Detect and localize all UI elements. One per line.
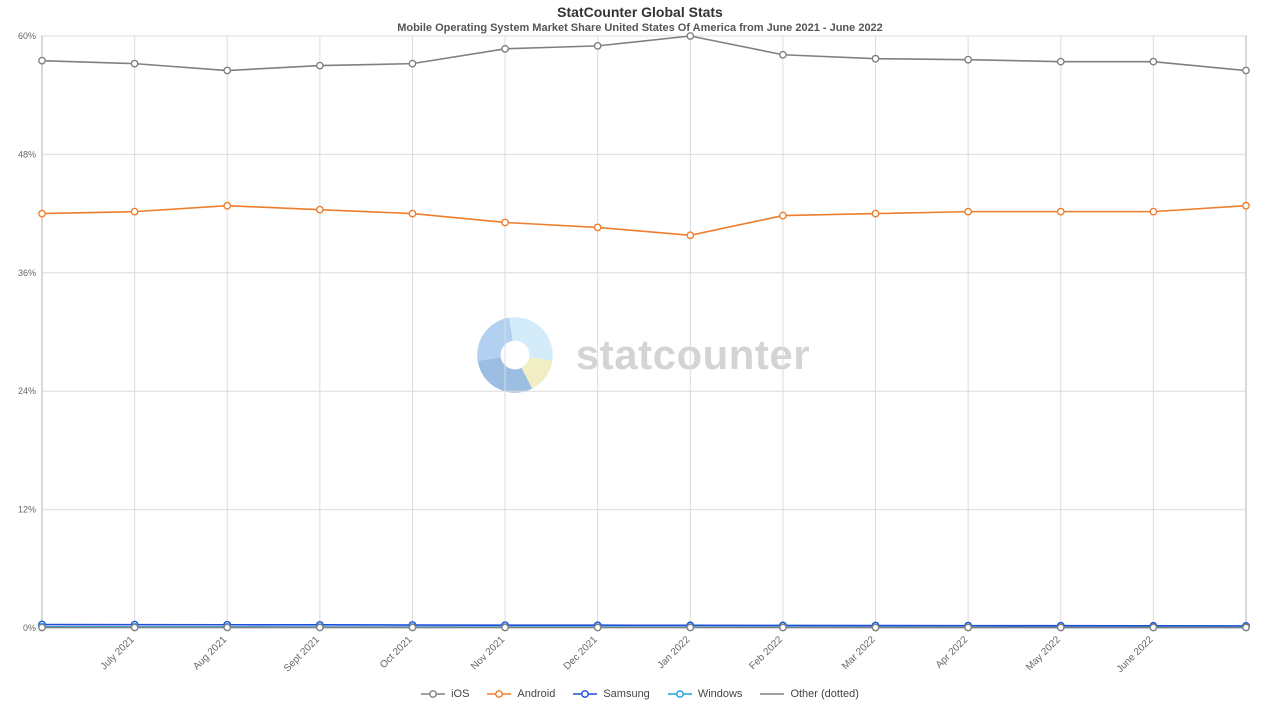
x-axis-label: June 2022: [1115, 634, 1156, 675]
data-point: [780, 212, 786, 218]
data-point: [1150, 58, 1156, 64]
y-axis-label: 36%: [18, 268, 36, 278]
data-point: [1150, 624, 1156, 630]
series-line: [42, 36, 1246, 71]
data-point: [409, 60, 415, 66]
y-axis-label: 60%: [18, 31, 36, 41]
data-point: [131, 624, 137, 630]
data-point: [594, 624, 600, 630]
data-point: [687, 624, 693, 630]
data-point: [131, 60, 137, 66]
legend-swatch-icon: [573, 688, 597, 700]
data-point: [872, 210, 878, 216]
data-point: [39, 210, 45, 216]
line-chart: 0% 12% 24% 36% 48% 60% July 2021 Aug 2021 Sept 2…: [0, 0, 1280, 720]
legend-label: Other (dotted): [790, 688, 858, 700]
x-axis-label: Aug 2021: [191, 634, 229, 672]
data-point: [502, 219, 508, 225]
data-point: [687, 33, 693, 39]
legend-swatch-icon: [668, 688, 692, 700]
x-axis-label: Nov 2021: [469, 634, 507, 672]
x-axis-label: May 2022: [1024, 634, 1063, 673]
x-axis-label: Apr 2022: [934, 634, 971, 671]
x-axis-label: Feb 2022: [747, 634, 785, 672]
data-point: [317, 624, 323, 630]
x-axis-label: July 2021: [99, 634, 137, 672]
data-point: [872, 624, 878, 630]
data-point: [965, 208, 971, 214]
data-point: [1243, 624, 1249, 630]
data-point: [594, 224, 600, 230]
legend-swatch-icon: [421, 688, 445, 700]
data-point: [780, 624, 786, 630]
legend-item: Windows: [668, 688, 743, 700]
data-point: [317, 206, 323, 212]
x-axis-label: Mar 2022: [840, 634, 878, 672]
legend-item: Samsung: [573, 688, 649, 700]
data-point: [1243, 203, 1249, 209]
x-axis-label: Sept 2021: [282, 634, 322, 674]
data-point: [1058, 208, 1064, 214]
data-point: [965, 56, 971, 62]
legend-label: iOS: [451, 688, 469, 700]
data-point: [1058, 624, 1064, 630]
x-axis-label: Jan 2022: [656, 634, 693, 671]
y-axis-label: 12%: [18, 505, 36, 515]
data-point: [687, 232, 693, 238]
data-point: [409, 210, 415, 216]
x-axis-label: Dec 2021: [562, 634, 600, 672]
y-axis-label: 24%: [18, 386, 36, 396]
chart-area: 0% 12% 24% 36% 48% 60% July 2021 Aug 2021 Sept 2…: [0, 0, 1280, 725]
data-point: [872, 55, 878, 61]
data-point: [965, 624, 971, 630]
legend-label: Android: [517, 688, 555, 700]
data-point: [502, 624, 508, 630]
y-axis-label: 48%: [18, 149, 36, 159]
data-point: [224, 203, 230, 209]
legend-item: Other (dotted): [760, 688, 858, 700]
legend-item: Android: [487, 688, 555, 700]
data-point: [502, 46, 508, 52]
data-point: [409, 624, 415, 630]
y-axis-label: 0%: [23, 623, 36, 633]
data-point: [1243, 67, 1249, 73]
x-axis-label: Oct 2021: [378, 634, 415, 671]
series-line: [42, 206, 1246, 236]
series-line: [42, 625, 1246, 626]
chart-legend: iOS Android Samsung Windows Other (dotted): [0, 688, 1280, 700]
data-point: [1150, 208, 1156, 214]
data-point: [594, 43, 600, 49]
legend-item: iOS: [421, 688, 469, 700]
legend-swatch-icon: [487, 688, 511, 700]
legend-swatch-icon: [760, 688, 784, 700]
data-point: [224, 624, 230, 630]
data-point: [39, 57, 45, 63]
legend-label: Windows: [698, 688, 743, 700]
data-point: [224, 67, 230, 73]
data-point: [131, 208, 137, 214]
legend-label: Samsung: [603, 688, 649, 700]
data-point: [39, 624, 45, 630]
data-point: [317, 62, 323, 68]
data-point: [780, 52, 786, 58]
data-point: [1058, 58, 1064, 64]
